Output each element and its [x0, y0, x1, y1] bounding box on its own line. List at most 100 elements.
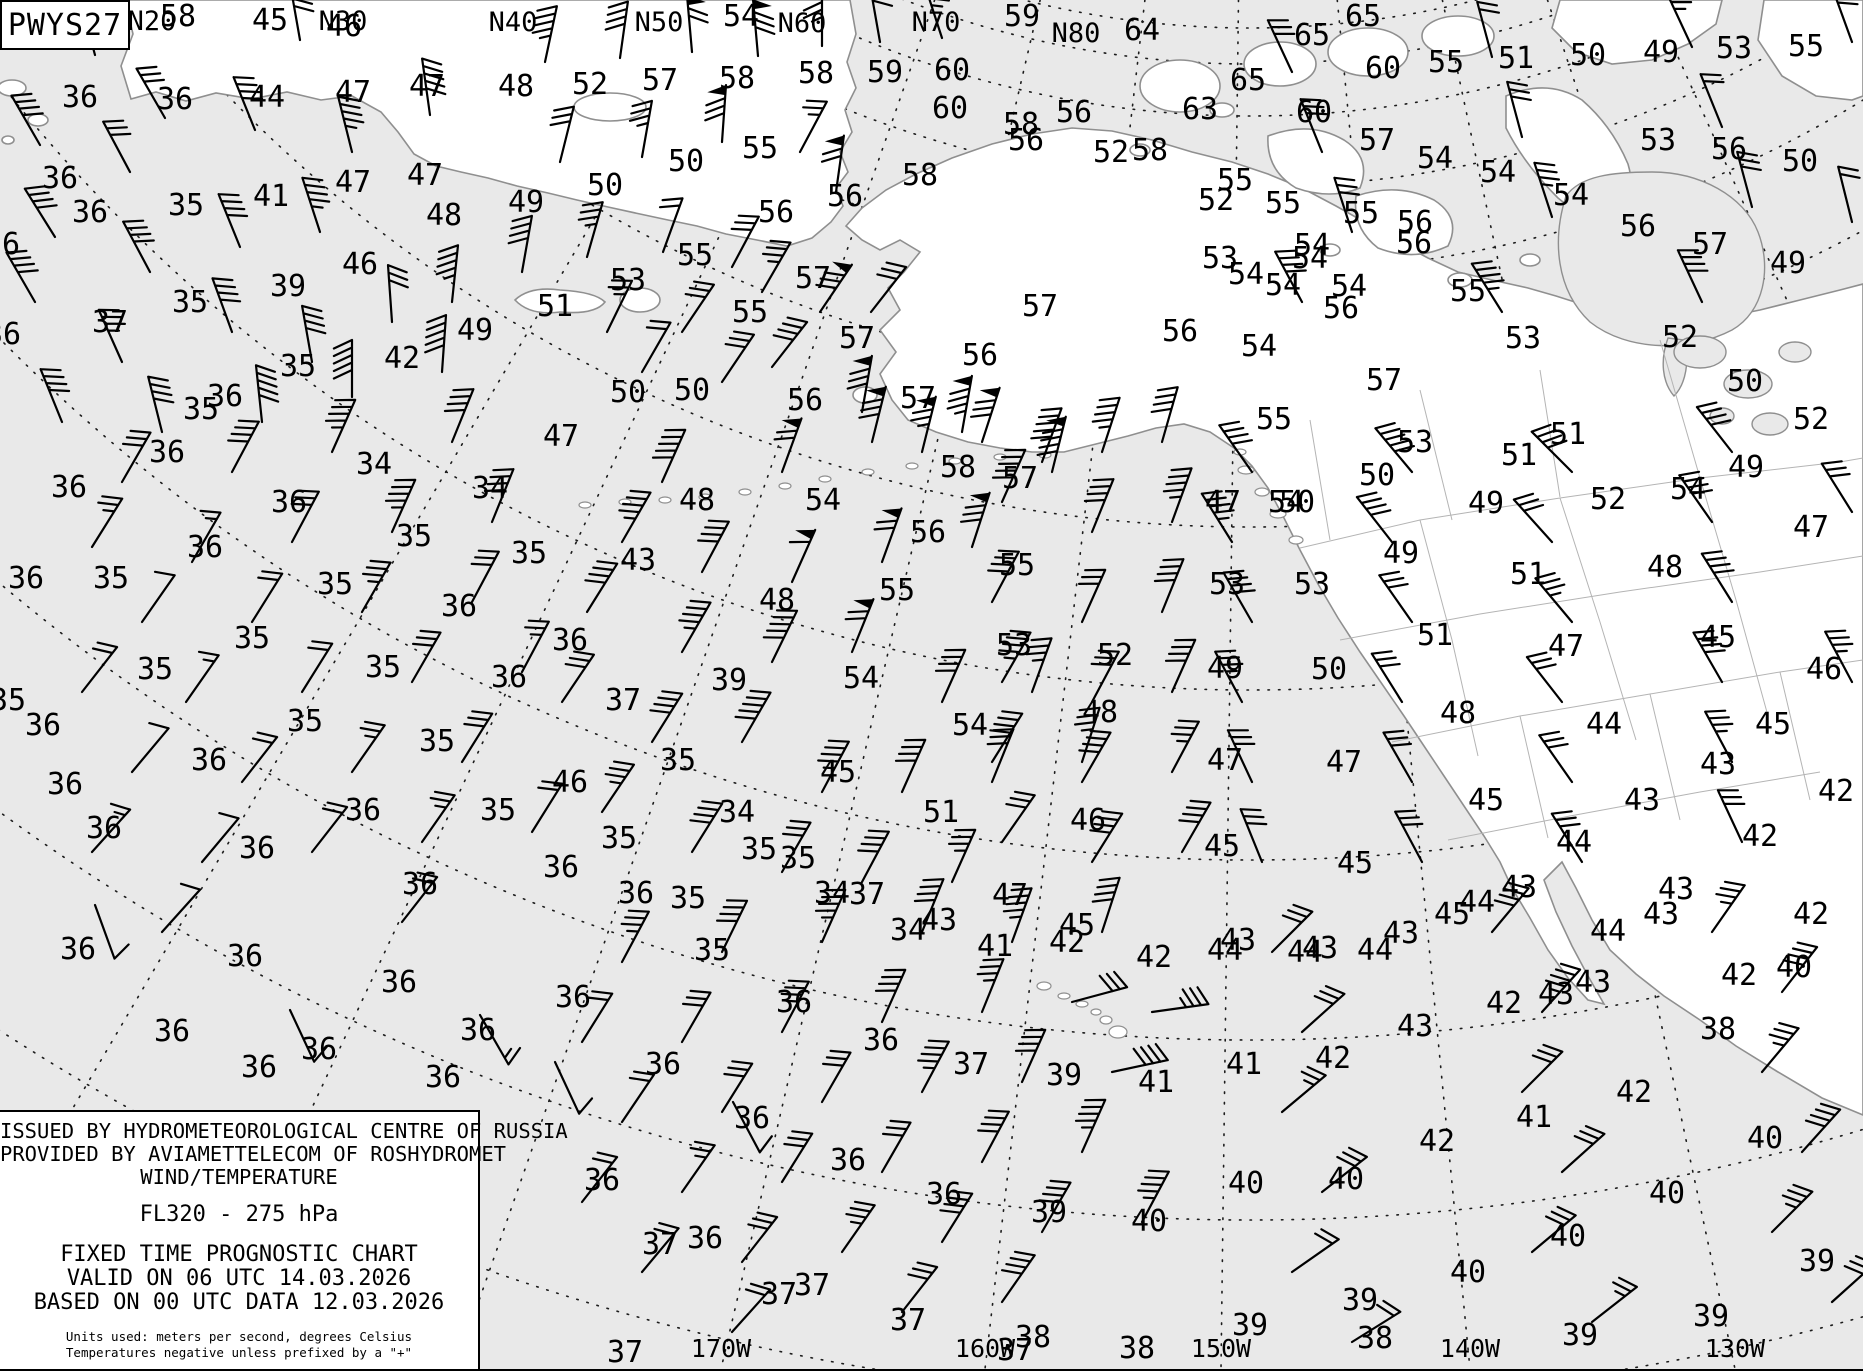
temperature-label: 57: [642, 63, 678, 98]
temperature-label: 49: [1770, 246, 1806, 281]
temperature-label: 35: [287, 704, 323, 739]
temperature-label: 36: [227, 939, 263, 974]
temperature-label: 56: [1162, 314, 1198, 349]
temperature-label: 54: [952, 708, 988, 743]
temperature-label: 35: [137, 652, 173, 687]
temperature-label: 39: [1562, 1318, 1598, 1353]
temperature-label: 55: [999, 548, 1035, 583]
temperature-label: 40: [1649, 1176, 1685, 1211]
temperature-label: 53: [1640, 123, 1676, 158]
hawaiian-island: [1091, 1009, 1101, 1015]
temperature-label: 45: [1337, 846, 1373, 881]
longitude-label: 130W: [1705, 1334, 1766, 1363]
temperature-label: 43: [620, 543, 656, 578]
temperature-label: 39: [270, 269, 306, 304]
temperature-label: 49: [1643, 35, 1679, 70]
temperature-label: 52: [1662, 320, 1698, 355]
temperature-label: 36: [8, 561, 44, 596]
temperature-label: 36: [776, 985, 812, 1020]
temperature-label: 51: [1417, 618, 1453, 653]
temperature-label: 50: [674, 373, 710, 408]
temperature-label: 56: [910, 515, 946, 550]
temperature-label: 57: [1002, 461, 1038, 496]
temperature-label: 35: [172, 285, 208, 320]
landmass: [2, 136, 14, 144]
temperature-label: 42: [1721, 958, 1757, 993]
temperature-label: 47: [335, 75, 371, 110]
temperature-label: 60: [934, 53, 970, 88]
temperature-label: 37: [92, 305, 128, 340]
temperature-label: 56: [758, 195, 794, 230]
temperature-label: 44: [1590, 914, 1626, 949]
temperature-label: 50: [1311, 652, 1347, 687]
inland-water-body: [1779, 342, 1811, 362]
temperature-label: 37: [794, 1268, 830, 1303]
temperature-label: 53: [1716, 31, 1752, 66]
temperature-label: 48: [1082, 695, 1118, 730]
temperature-label: 42: [1136, 940, 1172, 975]
temperature-label: 43: [1383, 916, 1419, 951]
temperature-label: 36: [62, 80, 98, 115]
temperature-label: 35: [780, 841, 816, 876]
temperature-label: 36: [543, 850, 579, 885]
temperature-label: 60: [1296, 95, 1332, 130]
temperature-label: 36: [51, 470, 87, 505]
temperature-label: 34: [719, 795, 755, 830]
temperature-label: 60: [1365, 51, 1401, 86]
temperature-label: 55: [1788, 29, 1824, 64]
temperature-label: 44: [1459, 885, 1495, 920]
temperature-label: 35: [365, 650, 401, 685]
latitude-label: N70: [912, 7, 961, 38]
temperature-label: 42: [1315, 1041, 1351, 1076]
temperature-label: 36: [381, 965, 417, 1000]
temperature-label: 51: [1501, 438, 1537, 473]
based-on-line: BASED ON 00 UTC DATA 12.03.2026: [0, 1291, 478, 1315]
temperature-label: 55: [1217, 163, 1253, 198]
temperature-label: 56: [1008, 123, 1044, 158]
longitude-label: 140W: [1440, 1334, 1501, 1363]
temperature-label: 57: [1366, 363, 1402, 398]
longitude-label: 170W: [691, 1334, 752, 1363]
temperature-label: 45: [820, 755, 856, 790]
temperature-label: 40: [1131, 1204, 1167, 1239]
temperature-label: 35: [183, 392, 219, 427]
temperature-label: 53: [1505, 321, 1541, 356]
temperature-label: 48: [426, 198, 462, 233]
temperature-label: 35: [511, 536, 547, 571]
temperature-label: 36: [239, 831, 275, 866]
temperature-label: 52: [1097, 638, 1133, 673]
temperature-note: Temperatures negative unless prefixed by…: [0, 1345, 478, 1361]
aleutian-island: [819, 476, 831, 482]
temperature-label: 38: [1119, 1331, 1155, 1366]
landmass: [28, 114, 48, 126]
temperature-label: 35: [419, 724, 455, 759]
temperature-label: 43: [1302, 931, 1338, 966]
temperature-label: 39: [1046, 1058, 1082, 1093]
temperature-label: 54: [1294, 228, 1330, 263]
aleutian-island: [739, 489, 751, 495]
temperature-label: 54: [1553, 178, 1589, 213]
temperature-label: 50: [668, 144, 704, 179]
landmass: [1520, 254, 1540, 266]
temperature-label: 47: [407, 158, 443, 193]
temperature-label: 36: [72, 195, 108, 230]
temperature-label: 49: [1383, 536, 1419, 571]
temperature-label: 36: [345, 793, 381, 828]
temperature-label: 40: [1747, 1121, 1783, 1156]
temperature-label: 37: [890, 1303, 926, 1338]
temperature-label: 55: [1450, 274, 1486, 309]
temperature-label: 36: [645, 1047, 681, 1082]
temperature-label: 35: [234, 621, 270, 656]
temperature-label: 36: [86, 811, 122, 846]
temperature-label: 37: [953, 1047, 989, 1082]
temperature-label: 39: [1693, 1299, 1729, 1334]
temperature-label: 48: [759, 583, 795, 618]
temperature-label: 52: [1093, 135, 1129, 170]
temperature-label: 42: [1742, 819, 1778, 854]
hawaiian-island: [1037, 982, 1051, 990]
temperature-label: 47: [335, 165, 371, 200]
temperature-label: 58: [719, 61, 755, 96]
temperature-label: 54: [1265, 268, 1301, 303]
temperature-label: 37: [849, 877, 885, 912]
temperature-label: 53: [1294, 567, 1330, 602]
